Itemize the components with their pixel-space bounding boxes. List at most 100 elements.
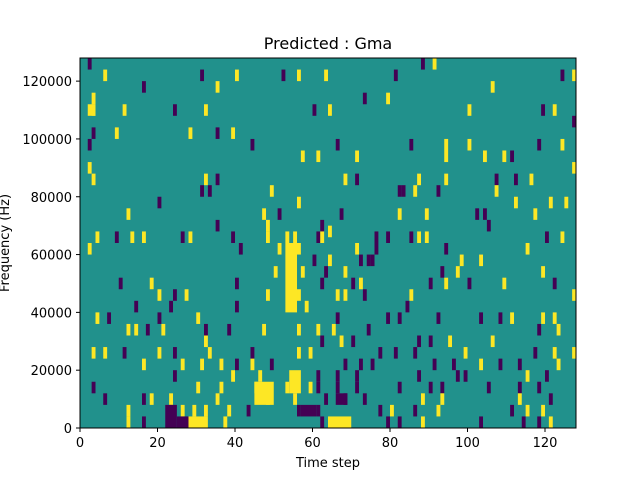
x-axis: 0 20 40 60 80 100 120 (76, 428, 557, 451)
heatmap-cell (355, 150, 360, 163)
heatmap-cell (486, 219, 491, 232)
heatmap-cell (157, 289, 162, 301)
heatmap-cell (510, 404, 515, 417)
heatmap-cell (548, 416, 553, 428)
heatmap-cell (564, 196, 569, 209)
heatmap-cell (444, 277, 449, 290)
heatmap-cell (413, 185, 418, 197)
heatmap-cell (362, 289, 367, 301)
heatmap-cell (335, 312, 340, 324)
heatmap-cell (374, 243, 379, 255)
heatmap-cell (459, 254, 464, 267)
heatmap-cell (328, 254, 332, 267)
heatmap-block (300, 404, 317, 417)
heatmap-cell (126, 404, 131, 417)
heatmap-cell (537, 323, 542, 336)
heatmap-cell (572, 162, 577, 174)
heatmap-cell (114, 127, 119, 139)
heatmap-cell (467, 138, 472, 151)
heatmap-cell (196, 381, 201, 394)
heatmap-cell (498, 312, 503, 324)
heatmap-cell (320, 219, 325, 232)
heatmap-cell (560, 138, 565, 151)
heatmap-cell (215, 173, 220, 186)
heatmap-cell (510, 312, 515, 324)
heatmap-cell (397, 416, 402, 428)
heatmap-cell (428, 277, 433, 290)
heatmap-cell (215, 393, 220, 405)
heatmap-cell (169, 393, 174, 405)
heatmap-cell (297, 196, 301, 209)
heatmap-cell (359, 254, 363, 267)
heatmap-cell (475, 208, 480, 220)
heatmap-cell (142, 231, 146, 243)
heatmap-cell (517, 358, 522, 371)
heatmap-cell (235, 300, 239, 313)
heatmap-cell (324, 69, 329, 82)
heatmap-cell (479, 358, 484, 371)
heatmap-cell (417, 335, 422, 348)
heatmap-cell (118, 277, 123, 290)
heatmap-cell (91, 173, 96, 186)
heatmap-cell (87, 138, 92, 151)
heatmap-cell (207, 185, 212, 197)
heatmap-cell (87, 243, 92, 255)
heatmap-cell (440, 266, 445, 278)
heatmap-cell (421, 416, 425, 428)
heatmap-cell (510, 150, 515, 163)
y-tick-label: 80000 (31, 191, 72, 206)
heatmap-cell (215, 127, 220, 139)
heatmap-cell (204, 404, 208, 417)
heatmap-block (188, 416, 208, 428)
heatmap-cell (455, 266, 460, 278)
heatmap-cell (374, 231, 379, 243)
heatmap-cell (413, 404, 418, 417)
heatmap-cell (548, 196, 553, 209)
heatmap-cell (378, 347, 383, 359)
y-tick-label: 120000 (22, 75, 72, 90)
heatmap-cell (552, 104, 557, 116)
heatmap-cell (142, 358, 146, 371)
heatmap-block (87, 104, 96, 116)
heatmap-cell (227, 323, 232, 336)
heatmap-cell (324, 393, 329, 405)
heatmap-cell (107, 312, 112, 324)
heatmap-cell (541, 266, 546, 278)
heatmap-cell (494, 173, 499, 186)
heatmap-cell (517, 381, 522, 394)
heatmap-cell (293, 231, 298, 243)
heatmap-block (165, 404, 177, 429)
heatmap-cell (246, 404, 251, 417)
heatmap-cell (424, 208, 429, 220)
heatmap-cell (161, 323, 166, 336)
heatmap-cell (483, 208, 487, 220)
heatmap-cell (432, 358, 437, 371)
heatmap-cell (386, 416, 391, 428)
heatmap-cell (235, 277, 239, 290)
heatmap-cell (219, 381, 224, 394)
heatmap-cell (300, 150, 305, 163)
heatmap-cell (393, 69, 398, 82)
heatmap-cell (173, 370, 177, 382)
heatmap-cell (525, 243, 530, 255)
heatmap-cell (316, 370, 321, 382)
heatmap-cell (328, 104, 332, 116)
heatmap-cell (316, 323, 321, 336)
heatmap-cell (91, 347, 96, 359)
heatmap-cell (362, 92, 367, 105)
plot-frame (79, 57, 577, 429)
heatmap-block (176, 416, 189, 428)
heatmap-cell (149, 393, 154, 405)
heatmap-cell (91, 127, 96, 139)
heatmap-cell (351, 335, 356, 348)
heatmap-cell (463, 347, 468, 359)
x-tick-label: 80 (382, 436, 399, 451)
heatmap-cell (316, 381, 321, 394)
heatmap-cell (444, 173, 449, 186)
heatmap-cell (572, 69, 577, 82)
heatmap-cell (324, 266, 329, 278)
heatmap-cell (378, 404, 383, 417)
heatmap-cell (87, 162, 92, 174)
heatmap-cell (355, 370, 360, 382)
